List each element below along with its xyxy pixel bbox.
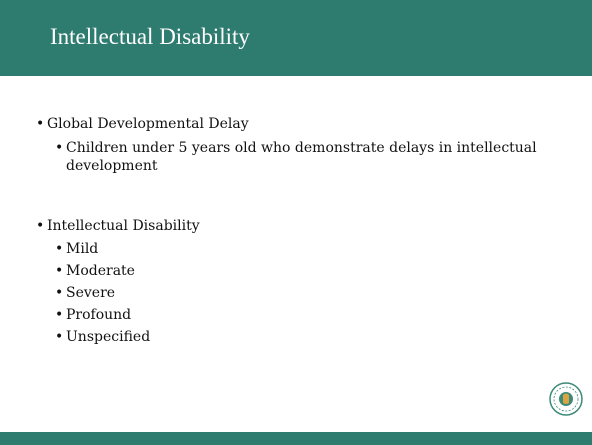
sub-bullet: Unspecified [55, 328, 546, 346]
logo [549, 382, 583, 416]
bullet: Global Developmental Delay [36, 115, 249, 133]
bullet: Intellectual Disability [36, 217, 200, 235]
sub-bullet: Moderate [55, 262, 546, 280]
footer-bar [0, 432, 592, 445]
header-bar: Intellectual Disability [0, 0, 592, 76]
sub-bullet: Mild [55, 240, 546, 258]
slide-title: Intellectual Disability [50, 24, 250, 49]
sub-bullet: Children under 5 years old who demonstra… [55, 139, 546, 175]
sub-bullet: Severe [55, 284, 546, 302]
sub-bullet: Profound [55, 306, 546, 324]
